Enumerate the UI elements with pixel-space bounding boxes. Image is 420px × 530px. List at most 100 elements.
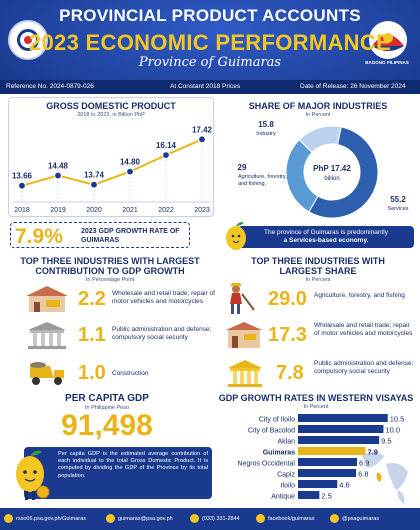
donut-center-unit: billion [324, 176, 339, 182]
release-date: Date of Release: 26 November 2024 [300, 83, 406, 90]
page-headline: 2023 ECONOMIC PERFORMANCE [28, 30, 391, 55]
per-capita-note: Per capita GDP is the estimated average … [58, 451, 208, 479]
gdp-year-label: 2021 [122, 207, 138, 214]
contribution-value-2: 1.1 [78, 324, 106, 346]
wv-value-label: 4.6 [339, 481, 349, 490]
wv-category-label: City of Iloilo [259, 417, 295, 424]
bagong-pilipinas-logo [369, 21, 407, 59]
wv-category-label: Negros Occidental [237, 461, 295, 468]
province-name: Province of Guimaras [138, 55, 282, 70]
largest-share-title-line2: LARGEST SHARE [279, 266, 357, 276]
industry-label: Industry [256, 131, 276, 137]
globe-icon [4, 514, 13, 523]
footer-email[interactable]: guimaras@psa.gov.ph [118, 516, 173, 522]
wv-value-label: 10.0 [385, 426, 400, 435]
share-slice-industry [298, 125, 342, 154]
reference-number: Reference No. 2024-0879-026 [6, 83, 94, 90]
wv-bar [298, 436, 380, 444]
info-bar: Reference No. 2024-0879-026 At Constant … [0, 80, 420, 94]
capitol-building-icon [228, 360, 262, 387]
largest-share-title: TOP THREE INDUSTRIES WITH LARGEST SHARE [222, 256, 414, 276]
gdp-point [198, 135, 206, 144]
gdp-data-label: 13.66 [12, 172, 33, 181]
gdp-year-label: 2022 [158, 207, 174, 214]
contribution-label-3: Construction [112, 370, 149, 377]
wv-value-label: 10.5 [390, 415, 405, 424]
largest-share-title-line1: TOP THREE INDUSTRIES WITH [251, 256, 385, 266]
email-icon [106, 514, 115, 523]
services-note-line2: a Services-based economy. [283, 237, 369, 244]
contribution-title: TOP THREE INDUSTRIES WITH LARGEST CONTRI… [4, 256, 216, 276]
gdp-data-label: 13.74 [84, 171, 105, 180]
gdp-data-label: 14.80 [120, 158, 141, 167]
wv-subtitle: In Percent [303, 404, 329, 410]
store-icon [226, 322, 262, 348]
gdp-point [90, 180, 98, 189]
footer-facebook[interactable]: facebook/guimaras [268, 516, 315, 522]
share-subtitle: In Percent [305, 112, 331, 118]
wv-bar [298, 469, 357, 477]
facebook-icon [256, 514, 265, 523]
bagong-pilipinas-text: BAGONG PILIPINAS [365, 60, 409, 65]
share-value-3: 7.8 [276, 362, 304, 384]
per-capita-value: 91,498 [61, 409, 153, 442]
contribution-title-line1: TOP THREE INDUSTRIES WITH LARGEST [20, 256, 200, 266]
gdp-year-label: 2018 [14, 207, 30, 214]
wv-category-label: Antique [271, 494, 295, 501]
services-value: 55.2 [390, 195, 406, 204]
wv-value-label: 6.8 [358, 470, 368, 479]
contribution-value-1: 2.2 [78, 288, 106, 310]
gdp-subtitle: 2018 to 2023, in Billion PhP [77, 112, 145, 118]
wv-bar-chart: City of Iloilo 10.5 City of Bacolod 10.0 Akl… [237, 414, 405, 501]
farmer-icon [230, 283, 255, 314]
services-note: The province of Guimaras is predominantl… [238, 226, 414, 248]
page-title: PROVINCIAL PRODUCT ACCOUNTS [59, 6, 361, 25]
government-building-icon [28, 322, 66, 349]
footer-website[interactable]: rsso06.psa.gov.ph/Guimaras [16, 516, 86, 522]
western-visayas-map [362, 452, 408, 504]
gdp-year-label: 2023 [194, 207, 210, 214]
wv-value-label: 2.5 [321, 492, 331, 501]
gdp-point [18, 181, 26, 190]
agriculture-value: 29 [238, 163, 247, 172]
wv-category-label: Capiz [277, 472, 295, 479]
gdp-line-chart: 13.66 2018 14.48 2019 13.74 2020 14.80 2021 16.1… [12, 125, 212, 214]
footer-handle[interactable]: @psaguimaras [342, 516, 380, 522]
contribution-subtitle: In Percentage Point [85, 277, 135, 283]
contribution-value-3: 1.0 [78, 362, 106, 384]
contribution-title-line2: CONTRIBUTION TO GDP GROWTH [35, 266, 185, 276]
growth-rate-box: 7.9% 2023 GDP GROWTH RATE OF GUIMARAS [10, 222, 190, 248]
services-note-line1: The province of Guimaras is predominantl… [264, 229, 388, 236]
growth-rate-label: 2023 GDP GROWTH RATE OF GUIMARAS [81, 228, 180, 244]
social-handle-icon [330, 514, 339, 523]
per-capita-subtitle: In Philippine Peso [84, 405, 130, 411]
per-capita-note-box [24, 447, 212, 499]
share-label-3: Public administration and defense; compu… [314, 360, 414, 375]
psa-logo [8, 20, 48, 60]
gdp-point [162, 151, 170, 160]
largest-share-subtitle: In Percent [305, 277, 331, 283]
gdp-point [126, 167, 134, 176]
gdp-point [54, 171, 62, 180]
gdp-year-label: 2020 [86, 207, 102, 214]
footer-phone: (033) 331-2844 [202, 516, 240, 522]
gdp-year-label: 2019 [50, 207, 66, 214]
mango-mascot-coin-icon [16, 450, 50, 500]
share-title: SHARE OF MAJOR INDUSTRIES [248, 101, 388, 111]
agriculture-label-line1: Agriculture, forestry, [238, 174, 287, 180]
share-value-1: 29.0 [268, 288, 307, 310]
wv-category-label: Aklan [277, 439, 295, 446]
wv-bar [298, 425, 384, 433]
price-basis: At Constant 2018 Prices [170, 83, 241, 90]
mango-mascot-icon [226, 222, 246, 250]
gdp-data-label: 16.14 [156, 141, 177, 150]
per-capita-title: PER CAPITA GDP [65, 393, 149, 404]
wv-value-label: 6.9 [359, 459, 369, 468]
wv-title: GDP GROWTH RATES IN WESTERN VISAYAS [218, 393, 414, 403]
wv-value-label: 9.5 [381, 437, 391, 446]
wv-bar [298, 447, 366, 455]
phone-icon [190, 514, 199, 523]
wv-category-label: Iloilo [281, 483, 296, 490]
header-banner [0, 0, 420, 80]
wv-bar [298, 480, 338, 488]
